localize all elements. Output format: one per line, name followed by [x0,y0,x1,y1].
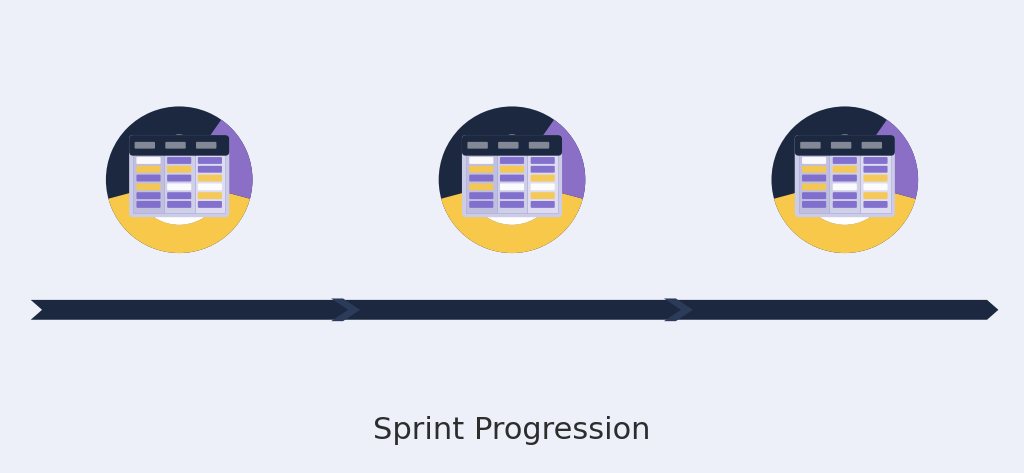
FancyBboxPatch shape [136,175,161,182]
Wedge shape [538,120,586,199]
FancyBboxPatch shape [795,135,895,217]
FancyBboxPatch shape [167,166,191,173]
FancyBboxPatch shape [861,142,882,149]
FancyBboxPatch shape [198,166,222,173]
FancyBboxPatch shape [500,175,524,182]
FancyBboxPatch shape [802,166,826,173]
FancyBboxPatch shape [530,175,555,182]
FancyBboxPatch shape [528,142,549,149]
FancyBboxPatch shape [530,184,555,190]
FancyBboxPatch shape [462,135,562,156]
Wedge shape [774,192,915,253]
FancyBboxPatch shape [802,157,826,164]
FancyBboxPatch shape [469,175,494,182]
FancyBboxPatch shape [863,157,888,164]
FancyBboxPatch shape [462,135,562,217]
FancyBboxPatch shape [167,201,191,208]
Bar [497,152,527,213]
FancyBboxPatch shape [198,192,222,199]
FancyBboxPatch shape [469,201,494,208]
Bar [527,152,558,213]
Bar [860,152,891,213]
FancyBboxPatch shape [498,142,518,149]
FancyBboxPatch shape [800,142,820,149]
Wedge shape [438,106,586,253]
FancyBboxPatch shape [833,184,857,190]
Circle shape [467,135,557,225]
FancyBboxPatch shape [136,201,161,208]
FancyBboxPatch shape [530,201,555,208]
FancyBboxPatch shape [467,142,487,149]
FancyBboxPatch shape [196,142,216,149]
FancyBboxPatch shape [136,166,161,173]
FancyBboxPatch shape [167,157,191,164]
FancyBboxPatch shape [833,175,857,182]
FancyBboxPatch shape [469,157,494,164]
Wedge shape [771,106,919,253]
FancyBboxPatch shape [530,192,555,199]
FancyBboxPatch shape [802,175,826,182]
Polygon shape [664,298,693,321]
FancyBboxPatch shape [167,192,191,199]
Bar [164,152,195,213]
FancyBboxPatch shape [469,192,494,199]
FancyBboxPatch shape [500,192,524,199]
FancyBboxPatch shape [500,184,524,190]
Bar [829,152,860,213]
Bar [133,152,164,213]
FancyBboxPatch shape [833,192,857,199]
Circle shape [134,135,224,225]
FancyBboxPatch shape [165,142,185,149]
Bar [799,152,829,213]
FancyBboxPatch shape [863,184,888,190]
FancyBboxPatch shape [530,157,555,164]
FancyBboxPatch shape [469,184,494,190]
FancyBboxPatch shape [129,135,229,156]
Polygon shape [31,300,998,320]
FancyBboxPatch shape [833,166,857,173]
FancyBboxPatch shape [129,135,229,217]
Wedge shape [870,120,919,199]
Text: Sprint Progression: Sprint Progression [374,416,650,445]
FancyBboxPatch shape [198,201,222,208]
FancyBboxPatch shape [795,135,895,156]
FancyBboxPatch shape [863,166,888,173]
Polygon shape [331,298,360,321]
FancyBboxPatch shape [863,175,888,182]
FancyBboxPatch shape [830,142,851,149]
FancyBboxPatch shape [833,201,857,208]
FancyBboxPatch shape [802,192,826,199]
FancyBboxPatch shape [198,175,222,182]
Wedge shape [109,192,250,253]
FancyBboxPatch shape [469,166,494,173]
FancyBboxPatch shape [802,184,826,190]
FancyBboxPatch shape [136,192,161,199]
Circle shape [800,135,890,225]
FancyBboxPatch shape [802,201,826,208]
FancyBboxPatch shape [136,184,161,190]
FancyBboxPatch shape [500,166,524,173]
FancyBboxPatch shape [833,157,857,164]
FancyBboxPatch shape [198,157,222,164]
FancyBboxPatch shape [136,157,161,164]
FancyBboxPatch shape [863,192,888,199]
Wedge shape [105,106,253,253]
Bar [195,152,225,213]
Wedge shape [205,120,253,199]
FancyBboxPatch shape [167,175,191,182]
FancyBboxPatch shape [198,184,222,190]
FancyBboxPatch shape [530,166,555,173]
FancyBboxPatch shape [500,157,524,164]
FancyBboxPatch shape [863,201,888,208]
FancyBboxPatch shape [500,201,524,208]
FancyBboxPatch shape [167,184,191,190]
Wedge shape [441,192,583,253]
FancyBboxPatch shape [134,142,155,149]
Bar [466,152,497,213]
